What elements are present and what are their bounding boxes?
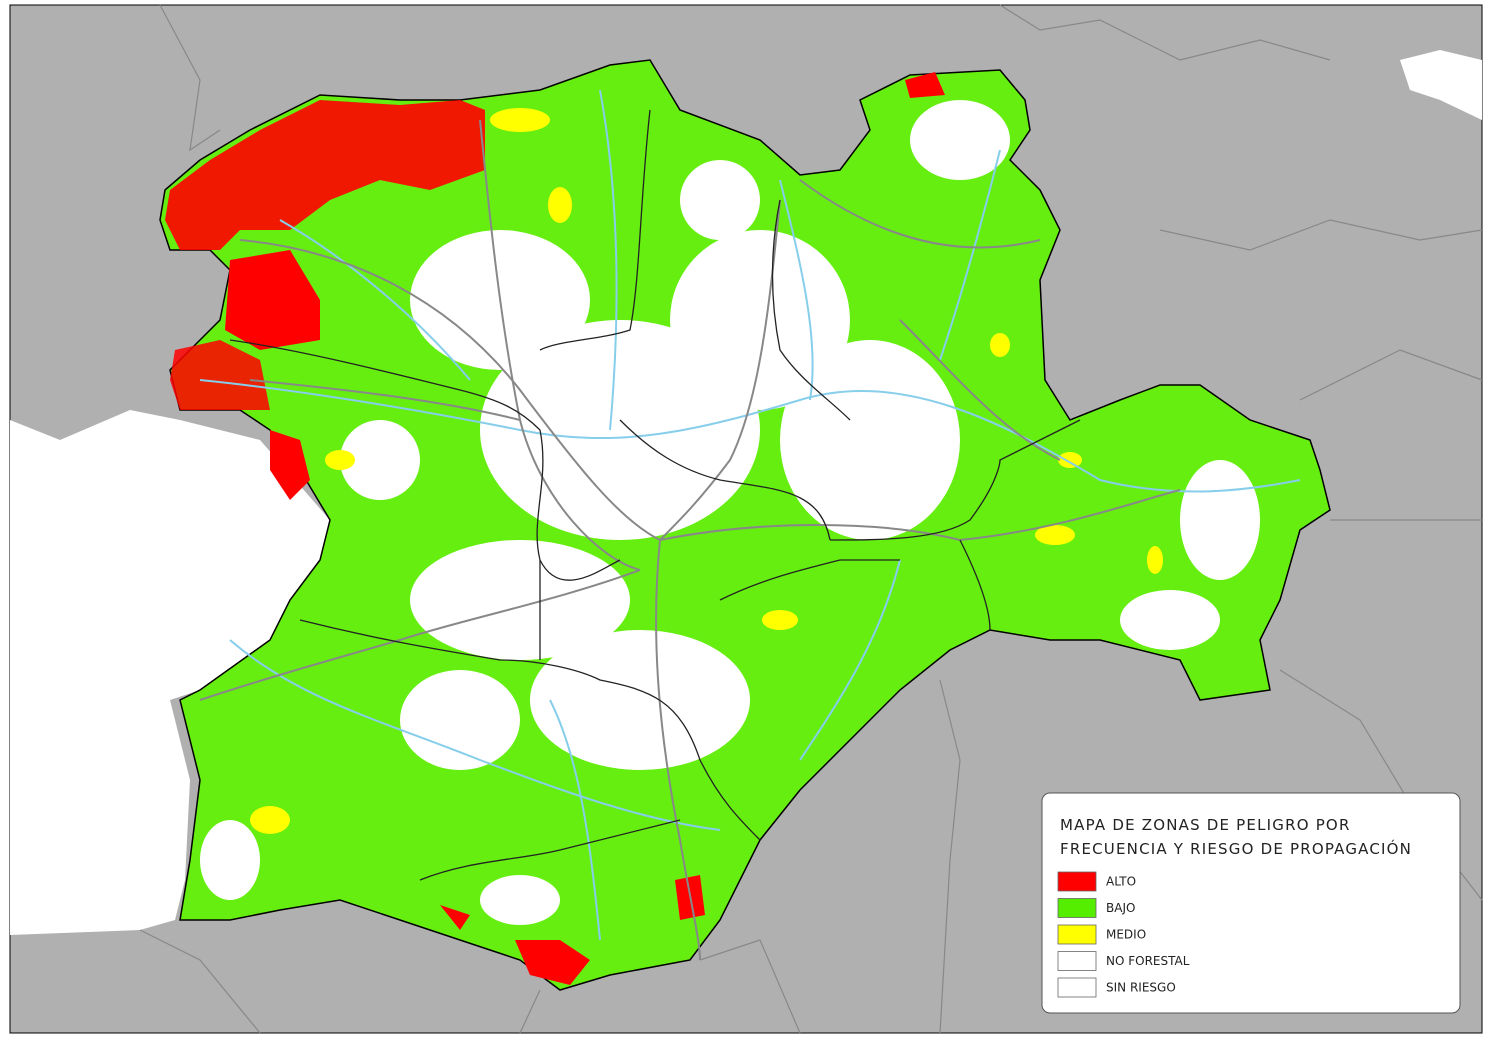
legend-title: MAPA DE ZONAS DE PELIGRO POR — [1060, 816, 1351, 834]
legend: MAPA DE ZONAS DE PELIGRO POR FRECUENCIA Y… — [1057, 816, 1412, 998]
sea-area — [1400, 50, 1482, 120]
rivers — [199, 89, 1301, 941]
neighbor-white-area — [10, 410, 330, 935]
legend-swatch — [1057, 951, 1097, 971]
neighbor-borders — [139, 4, 1483, 1034]
roads — [199, 119, 1181, 961]
high-risk-areas — [165, 72, 945, 985]
legend-swatch — [1057, 924, 1097, 945]
legend-label: NO FORESTAL — [1106, 954, 1190, 968]
legend-swatch — [1057, 977, 1097, 998]
legend-swatch — [1057, 871, 1097, 892]
legend-label: SIN RIESGO — [1106, 981, 1176, 995]
non-forest-areas — [200, 100, 1260, 925]
province-borders — [229, 109, 1081, 881]
legend-label: BAJO — [1106, 901, 1135, 915]
legend-swatch — [1057, 898, 1097, 918]
legend-title: FRECUENCIA Y RIESGO DE PROPAGACIÓN — [1060, 839, 1412, 858]
medium-risk-areas — [250, 108, 1163, 834]
legend-label: MEDIO — [1106, 928, 1146, 942]
legend-box — [1041, 792, 1461, 1014]
legend-label: ALTO — [1106, 875, 1136, 889]
